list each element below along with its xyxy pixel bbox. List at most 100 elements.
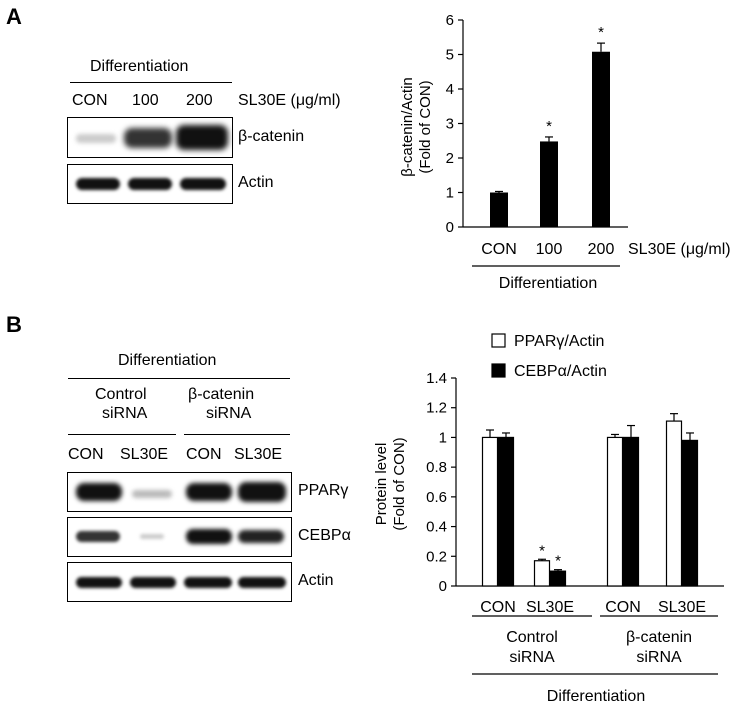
blot-b-lane-4: SL30E [234,446,283,463]
legend-swatch [491,333,506,348]
blot-band [76,483,122,501]
chart-b-bar [533,560,551,587]
chart-b-ytick-label: 1 [439,429,447,446]
chart-a-xaxis-group: Differentiation [499,275,597,292]
chart-b-significance: * [539,542,545,559]
chart-b-bar [549,570,567,587]
chart-b-bar [681,439,699,587]
blot-band [76,577,122,588]
blot-b-row-cebp: CEBPα [298,527,351,544]
legend-swatch [491,363,506,378]
chart-b-group1-line1: Control [506,629,558,646]
chart-a-significance: * [598,24,604,41]
blot-band [76,531,120,542]
chart-b-xtick-label: CON [480,599,516,616]
chart-a-ytick-label: 1 [446,185,454,202]
chart-b-group2-line1: β-catenin [626,629,692,646]
chart-a-ylabel: β-catenin/Actin (Fold of CON) [399,77,434,177]
blot-b-row-ppar: PPARγ [298,482,349,499]
chart-b-ytick-label: 0 [439,578,447,595]
blot-band [238,482,286,502]
blot-b-group2-line [184,434,290,435]
chart-a-bar [592,51,610,227]
chart-b-ytick-label: 1.2 [426,400,447,417]
blot-a-row-actin: Actin [238,174,274,191]
blot-band [128,178,172,190]
chart-a-ytick-label: 3 [446,116,454,133]
legend-label: PPARγ/Actin [514,333,604,350]
blot-b-cebp-membrane [67,517,292,557]
blot-b-ppar-membrane [67,472,292,512]
chart-b-xtick-label: CON [605,599,641,616]
blot-a-row-beta-catenin: β-catenin [238,128,305,145]
panel-b-label: B [6,312,22,337]
blot-a-lane-100: 100 [132,92,159,109]
blot-b-actin-membrane [67,562,292,602]
legend-label: CEBPα/Actin [514,363,607,380]
blot-b-lane-1: CON [68,446,104,463]
chart-b-xaxis-condition: Differentiation [547,688,645,705]
chart-b-bar [481,436,499,587]
blot-band [124,128,172,148]
blot-b-group2-line1: β-catenin [188,386,255,403]
blot-a-actin-membrane [67,164,233,204]
chart-b-ylabel-line1: Protein level [373,443,390,526]
blot-band [132,490,172,498]
chart-a-xtick-label: CON [481,241,517,258]
blot-a-condition: Differentiation [90,58,189,75]
chart-b-group1-line2: siRNA [509,649,555,666]
blot-band [184,577,232,588]
blot-b-condition-line [68,378,290,379]
chart-a-ytick-label: 2 [446,150,454,167]
chart-b: Protein level (Fold of CON) PPARγ/Actin C… [373,333,724,705]
blot-b-row-actin: Actin [298,572,334,589]
chart-a-xtick-label: 100 [536,241,563,258]
blot-b-group1-line1: Control [95,386,147,403]
chart-b-bar [497,436,515,587]
chart-a-xtick-label: 200 [588,241,615,258]
chart-b-ytick-label: 1.4 [426,370,447,387]
blot-b-condition: Differentiation [118,352,217,369]
chart-b-group2-line2: siRNA [636,649,682,666]
blot-a-condition-line [70,82,232,83]
panel-a-label: A [6,4,22,29]
chart-b-xtick-label: SL30E [658,599,706,616]
chart-a: β-catenin/Actin (Fold of CON) 0 1 2 3 4 5 6 * *… [399,12,731,292]
blot-b-group2-line2: siRNA [206,405,252,422]
blot-a-beta-catenin-membrane [67,117,233,158]
blot-band [140,534,164,539]
blot-b-group1-line2: siRNA [102,405,148,422]
chart-b-ytick-label: 0.8 [426,459,447,476]
chart-a-ytick-label: 0 [446,219,454,236]
blot-b-lane-2: SL30E [120,446,169,463]
blot-a-lane-con: CON [72,92,108,109]
blot-band [76,134,116,143]
blot-band [238,530,284,543]
chart-a-xaxis-treatment: SL30E (μg/ml) [628,241,731,258]
blot-band [176,125,228,150]
chart-a-ytick-label: 4 [446,81,454,98]
chart-b-xtick-label: SL30E [526,599,574,616]
chart-a-significance: * [546,118,552,135]
chart-b-ytick-label: 0.6 [426,489,447,506]
blot-band [186,529,232,544]
chart-b-bar [606,436,624,587]
chart-a-bar [540,141,558,227]
chart-b-bar [622,436,640,587]
chart-a-ytick-label: 6 [446,12,454,29]
blot-a-lane-200: 200 [186,92,213,109]
chart-b-bar [665,420,683,587]
blot-b-group1-line [68,434,176,435]
chart-b-ytick-label: 0.2 [426,548,447,565]
blot-band [130,577,176,588]
blot-band [186,483,232,501]
chart-b-significance: * [555,553,561,570]
chart-a-ytick-label: 5 [446,47,454,64]
chart-b-ytick-label: 0.4 [426,519,447,536]
chart-b-ylabel-line2: (Fold of CON) [391,437,408,530]
blot-a-treatment-label: SL30E (μg/ml) [238,92,341,109]
blot-b-lane-3: CON [186,446,222,463]
chart-a-ylabel-line2: (Fold of CON) [417,80,434,173]
blot-band [238,577,286,588]
chart-b-ylabel: Protein level (Fold of CON) [373,437,408,530]
